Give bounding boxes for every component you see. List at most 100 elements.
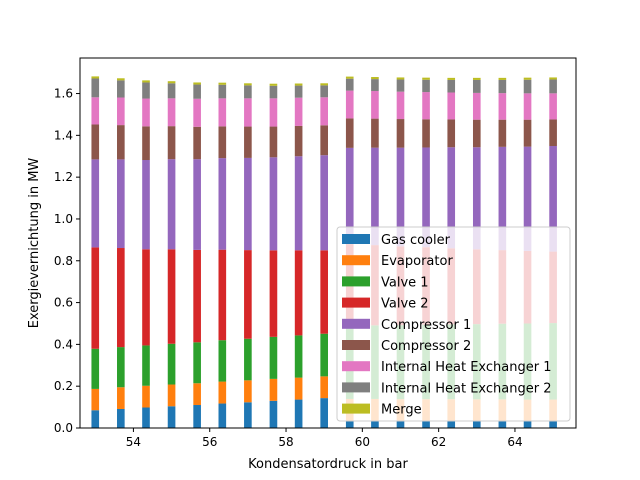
bar-segment-gas-cooler	[91, 410, 100, 428]
bar-segment-gas-cooler	[294, 399, 303, 428]
bar-segment-evaporator	[117, 387, 125, 409]
bar-segment-valve-1	[294, 335, 303, 378]
y-tick-label: 1.4	[54, 128, 73, 142]
bar-segment-internal-heat-exchanger-1	[422, 92, 430, 120]
bar-segment-internal-heat-exchanger-1	[345, 90, 354, 119]
bar-segment-gas-cooler	[269, 400, 278, 428]
bar-segment-merge	[91, 76, 100, 79]
bar-segment-gas-cooler	[320, 398, 328, 428]
y-tick-label: 0.2	[54, 379, 73, 393]
bar-segment-evaporator	[167, 384, 176, 407]
bar-segment-internal-heat-exchanger-2	[447, 79, 456, 93]
bar-segment-internal-heat-exchanger-1	[269, 98, 278, 127]
bar-segment-internal-heat-exchanger-2	[523, 79, 532, 94]
bar-segment-compressor-2	[396, 119, 405, 148]
legend-swatch	[342, 382, 370, 393]
bar-segment-gas-cooler	[472, 421, 481, 428]
bar-segment-internal-heat-exchanger-1	[91, 97, 100, 125]
legend-label: Compressor 2	[381, 339, 471, 354]
x-tick-label: 60	[355, 435, 370, 449]
bar-segment-compressor-2	[447, 119, 456, 148]
y-tick-label: 0.4	[54, 337, 73, 351]
bar-segment-internal-heat-exchanger-2	[167, 83, 176, 99]
bar-segment-internal-heat-exchanger-1	[142, 98, 150, 127]
bar-segment-gas-cooler	[549, 421, 557, 428]
bar-segment-valve-1	[91, 348, 100, 389]
bar-segment-merge	[294, 83, 303, 86]
bar-segment-compressor-1	[167, 159, 176, 250]
bar-segment-valve-2	[244, 250, 252, 339]
bar-segment-internal-heat-exchanger-1	[498, 93, 507, 120]
bar-segment-internal-heat-exchanger-2	[91, 78, 100, 98]
legend-swatch	[342, 234, 370, 244]
bar-segment-compressor-1	[244, 157, 252, 251]
bar-segment-compressor-2	[472, 119, 481, 148]
bar-segment-compressor-1	[422, 147, 430, 248]
legend-label: Internal Heat Exchanger 1	[381, 360, 551, 375]
bar-segment-compressor-2	[523, 119, 532, 147]
legend-swatch	[342, 340, 370, 350]
bar-segment-compressor-1	[320, 155, 328, 251]
bar-segment-evaporator	[142, 385, 150, 408]
bar-segment-merge	[244, 83, 252, 86]
legend-label: Merge	[381, 403, 422, 418]
bar-segment-merge	[549, 77, 557, 80]
bar-segment-valve-2	[269, 250, 278, 337]
y-axis-label: Exergievernichtung in MW	[27, 158, 42, 329]
x-tick-label: 56	[202, 435, 217, 449]
bar-segment-valve-2	[193, 249, 201, 343]
bar-segment-internal-heat-exchanger-1	[294, 97, 303, 126]
bar-segment-internal-heat-exchanger-2	[142, 82, 150, 99]
bar-segment-gas-cooler	[117, 408, 125, 428]
bar-segment-compressor-2	[371, 118, 379, 148]
bar-segment-compressor-2	[549, 119, 557, 147]
bar-segment-compressor-1	[371, 147, 379, 246]
x-axis-label: Kondensatordruck in bar	[248, 457, 408, 472]
bar-segment-evaporator	[91, 388, 100, 411]
legend-label: Valve 2	[381, 297, 429, 312]
bar-segment-merge	[472, 77, 481, 80]
bar-segment-gas-cooler	[422, 420, 430, 428]
bar-segment-compressor-1	[447, 147, 456, 249]
bar-segment-valve-2	[117, 248, 125, 348]
bar-segment-valve-1	[218, 340, 227, 382]
bar-segment-valve-2	[91, 247, 100, 349]
bar-segment-gas-cooler	[218, 403, 227, 428]
bar-segment-compressor-2	[218, 126, 227, 159]
bar-segment-merge	[117, 78, 125, 81]
legend-box	[336, 226, 571, 422]
bar-segment-merge	[447, 77, 456, 80]
bar-segment-merge	[345, 76, 354, 79]
bar-segment-compressor-2	[498, 119, 507, 147]
bar-segment-valve-2	[142, 249, 150, 346]
bar-segment-gas-cooler	[193, 405, 201, 428]
bar-segment-valve-1	[269, 336, 278, 379]
legend-swatch	[342, 318, 370, 329]
bar-segment-gas-cooler	[498, 421, 507, 428]
bar-segment-internal-heat-exchanger-2	[320, 85, 328, 98]
bar-segment-internal-heat-exchanger-1	[218, 98, 227, 127]
bar-segment-valve-2	[218, 249, 227, 341]
bar-segment-compressor-2	[244, 126, 252, 158]
bar-segment-gas-cooler	[523, 421, 532, 428]
bar-segment-internal-heat-exchanger-2	[549, 79, 557, 94]
bar-segment-merge	[320, 83, 328, 86]
bar-segment-compressor-2	[345, 118, 354, 148]
bar-segment-gas-cooler	[345, 420, 354, 428]
legend-swatch	[342, 403, 370, 414]
legend-label: Compressor 1	[381, 318, 471, 333]
bar-segment-internal-heat-exchanger-2	[117, 80, 125, 98]
bar-segment-merge	[371, 77, 379, 80]
bar-segment-internal-heat-exchanger-1	[117, 97, 125, 126]
bar-segment-gas-cooler	[447, 420, 456, 428]
legend-swatch	[342, 255, 370, 266]
bar-segment-valve-1	[320, 333, 328, 377]
bar-segment-compressor-2	[142, 126, 150, 161]
bar-segment-merge	[422, 77, 430, 80]
bar-segment-internal-heat-exchanger-2	[218, 84, 227, 99]
bar-segment-compressor-2	[422, 119, 430, 148]
bar-segment-internal-heat-exchanger-1	[167, 98, 176, 127]
bar-segment-evaporator	[294, 377, 303, 400]
legend-swatch	[342, 361, 370, 372]
